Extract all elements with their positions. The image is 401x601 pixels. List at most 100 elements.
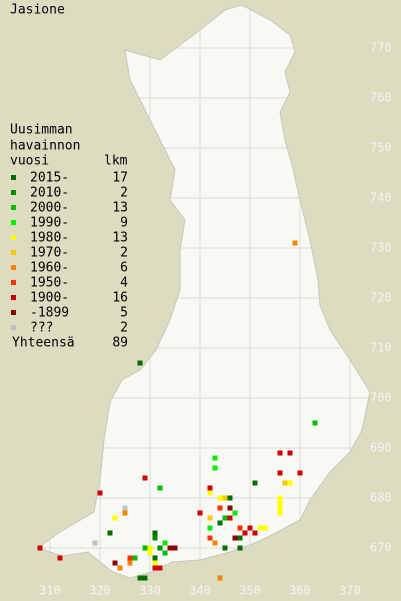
legend-count-header: lkm (104, 154, 128, 169)
occurrence (152, 530, 158, 536)
occurrence (217, 495, 223, 501)
occurrence (207, 525, 213, 531)
x-tick-label: 320 (89, 584, 111, 598)
y-tick-label: 730 (370, 241, 392, 255)
occurrence (147, 550, 153, 556)
occurrence (212, 540, 218, 546)
occurrence (277, 505, 283, 511)
occurrence (217, 520, 223, 526)
occurrence (237, 535, 243, 541)
title: Jasione (10, 3, 65, 18)
legend-count: 4 (120, 276, 128, 291)
legend-label: 1980- (30, 231, 69, 246)
occurrence (127, 555, 133, 561)
legend-swatch (11, 295, 16, 300)
land (37, 4, 371, 579)
occurrence (222, 515, 228, 521)
legend-label: 1960- (30, 261, 69, 276)
occurrence (92, 540, 98, 546)
occurrence (217, 505, 223, 511)
occurrence (282, 480, 288, 486)
occurrence (162, 540, 168, 546)
legend-label: 2015- (30, 171, 69, 186)
total-count: 89 (112, 336, 128, 351)
occurrences (37, 240, 318, 581)
occurrence (142, 575, 148, 581)
occurrence (147, 545, 153, 551)
occurrence (287, 480, 293, 486)
occurrence (112, 515, 118, 521)
legend: 2015- 17 2010- 2 2000- 13 1990- 9 1980- 13 1970- 2 1… (11, 171, 128, 351)
legend-count: 17 (112, 171, 128, 186)
occurrence (277, 495, 283, 501)
occurrence (152, 565, 158, 571)
x-tick-label: 350 (239, 584, 261, 598)
occurrence (247, 525, 253, 531)
occurrence (107, 530, 113, 536)
legend-label: ??? (30, 321, 53, 336)
occurrence (157, 545, 163, 551)
occurrence (117, 565, 123, 571)
occurrence (217, 575, 223, 581)
occurrence (157, 565, 163, 571)
occurrence (172, 545, 178, 551)
occurrence (97, 490, 103, 496)
x-tick-label: 360 (289, 584, 311, 598)
occurrence (277, 450, 283, 456)
occurrence (122, 510, 128, 516)
x-tick-label: 340 (189, 584, 211, 598)
legend-count: 2 (120, 186, 128, 201)
y-tick-label: 720 (370, 291, 392, 305)
legend-header: vuosi (10, 154, 49, 169)
y-tick-label: 760 (370, 91, 392, 105)
occurrence (227, 495, 233, 501)
x-tick-label: 310 (39, 584, 61, 598)
occurrence (277, 470, 283, 476)
occurrence (262, 525, 268, 531)
occurrence (237, 545, 243, 551)
legend-label: 1900- (30, 291, 69, 306)
occurrence (132, 555, 138, 561)
occurrence (57, 555, 63, 561)
occurrence (142, 475, 148, 481)
legend-count: 5 (120, 306, 128, 321)
occurrence (152, 560, 158, 566)
occurrence (127, 560, 133, 566)
occurrence (152, 555, 158, 561)
occurrence (207, 515, 213, 521)
occurrence (207, 485, 213, 491)
occurrence (167, 545, 173, 551)
occurrence (222, 495, 228, 501)
occurrence (252, 530, 258, 536)
occurrence (222, 545, 228, 551)
occurrence (137, 575, 143, 581)
occurrence (312, 420, 318, 426)
occurrence (227, 515, 233, 521)
y-tick-label: 670 (370, 541, 392, 555)
legend-swatch (11, 265, 16, 270)
occurrence (152, 535, 158, 541)
legend-swatch (11, 205, 16, 210)
occurrence (227, 505, 233, 511)
legend-swatch (11, 190, 16, 195)
occurrence (157, 485, 163, 491)
legend-header: Uusimman (10, 123, 73, 138)
occurrence (237, 525, 243, 531)
legend-count: 16 (112, 291, 128, 306)
y-tick-label: 680 (370, 491, 392, 505)
occurrence (277, 500, 283, 506)
occurrence (252, 480, 258, 486)
legend-swatch (11, 310, 16, 315)
legend-label: 1970- (30, 246, 69, 261)
legend-header: havainnon (10, 139, 80, 154)
legend-swatch (11, 220, 16, 225)
legend-label: 1950- (30, 276, 69, 291)
legend-label: 2010- (30, 186, 69, 201)
y-tick-label: 690 (370, 441, 392, 455)
legend-label: 1990- (30, 216, 69, 231)
occurrence (162, 550, 168, 556)
legend-swatch (11, 325, 16, 330)
legend-count: 6 (120, 261, 128, 276)
occurrence (297, 470, 303, 476)
legend-swatch (11, 235, 16, 240)
